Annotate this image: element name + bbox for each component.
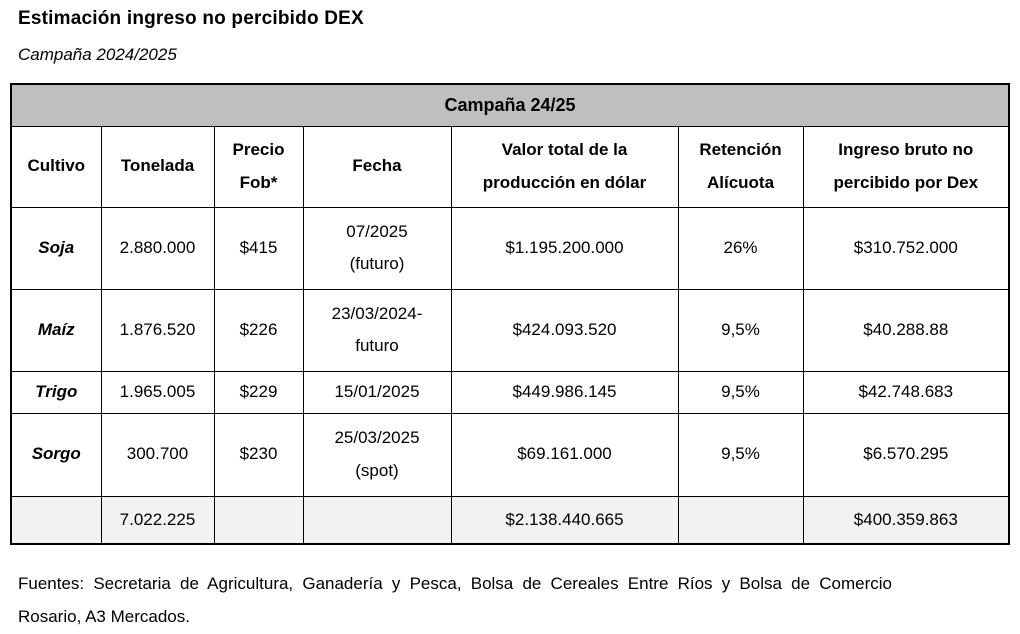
header-tonelada: Tonelada (100, 125, 215, 208)
cell-fecha: 25/03/2025 (spot) (302, 412, 452, 497)
page-title: Estimación ingreso no percibido DEX (18, 8, 364, 29)
cell-retencion: 26% (677, 206, 804, 290)
cell-tonelada: 1.965.005 (100, 370, 215, 414)
cell-cultivo: Trigo (10, 370, 102, 414)
cell-cultivo: Soja (10, 206, 102, 290)
header-retencion-alicuota: Retención Alícuota (677, 125, 804, 208)
header-valor-total: Valor total de la producción en dólar (450, 125, 679, 208)
cell-valor-total: $69.161.000 (450, 412, 679, 497)
total-valor-total: $2.138.440.665 (450, 495, 679, 545)
total-tonelada: 7.022.225 (100, 495, 215, 545)
header-fecha: Fecha (302, 125, 452, 208)
cell-valor-total: $1.195.200.000 (450, 206, 679, 290)
table-row-soja: Soja 2.880.000 $415 07/2025 (futuro) $1.… (10, 206, 1010, 290)
cell-cultivo: Sorgo (10, 412, 102, 497)
header-precio-fob: Precio Fob* (213, 125, 304, 208)
cell-ingreso-bruto: $310.752.000 (802, 206, 1010, 290)
cell-fecha: 23/03/2024- futuro (302, 288, 452, 372)
cell-tonelada: 300.700 (100, 412, 215, 497)
cell-precio-fob: $230 (213, 412, 304, 497)
table-total-row: 7.022.225 $2.138.440.665 $400.359.863 (10, 495, 1010, 545)
cell-precio-fob: $229 (213, 370, 304, 414)
total-cell-empty-precio (213, 495, 304, 545)
table-row-sorgo: Sorgo 300.700 $230 25/03/2025 (spot) $69… (10, 412, 1010, 497)
cell-ingreso-bruto: $42.748.683 (802, 370, 1010, 414)
table-row-trigo: Trigo 1.965.005 $229 15/01/2025 $449.986… (10, 370, 1010, 414)
header-cultivo: Cultivo (10, 125, 102, 208)
cell-precio-fob: $226 (213, 288, 304, 372)
cell-ingreso-bruto: $40.288.88 (802, 288, 1010, 372)
cell-cultivo: Maíz (10, 288, 102, 372)
cell-ingreso-bruto: $6.570.295 (802, 412, 1010, 497)
total-cell-empty-retencion (677, 495, 804, 545)
total-ingreso-bruto: $400.359.863 (802, 495, 1010, 545)
sources-note: Fuentes: Secretaria de Agricultura, Gana… (18, 574, 892, 626)
cell-tonelada: 1.876.520 (100, 288, 215, 372)
total-cell-empty-fecha (302, 495, 452, 545)
cell-tonelada: 2.880.000 (100, 206, 215, 290)
cell-precio-fob: $415 (213, 206, 304, 290)
header-ingreso-bruto: Ingreso bruto no percibido por Dex (802, 125, 1010, 208)
cell-fecha: 07/2025 (futuro) (302, 206, 452, 290)
cell-retencion: 9,5% (677, 288, 804, 372)
cell-fecha: 15/01/2025 (302, 370, 452, 414)
table-row-maiz: Maíz 1.876.520 $226 23/03/2024- futuro $… (10, 288, 1010, 372)
table-banner-row: Campaña 24/25 (10, 83, 1010, 127)
cell-valor-total: $449.986.145 (450, 370, 679, 414)
total-cell-empty-cultivo (10, 495, 102, 545)
table-header-row: Cultivo Tonelada Precio Fob* Fecha Valor… (10, 125, 1010, 208)
page-subtitle: Campaña 2024/2025 (18, 45, 177, 64)
table-banner: Campaña 24/25 (10, 83, 1010, 127)
dex-estimation-table: Campaña 24/25 Cultivo Tonelada Precio Fo… (10, 83, 1011, 545)
cell-retencion: 9,5% (677, 370, 804, 414)
cell-valor-total: $424.093.520 (450, 288, 679, 372)
cell-retencion: 9,5% (677, 412, 804, 497)
